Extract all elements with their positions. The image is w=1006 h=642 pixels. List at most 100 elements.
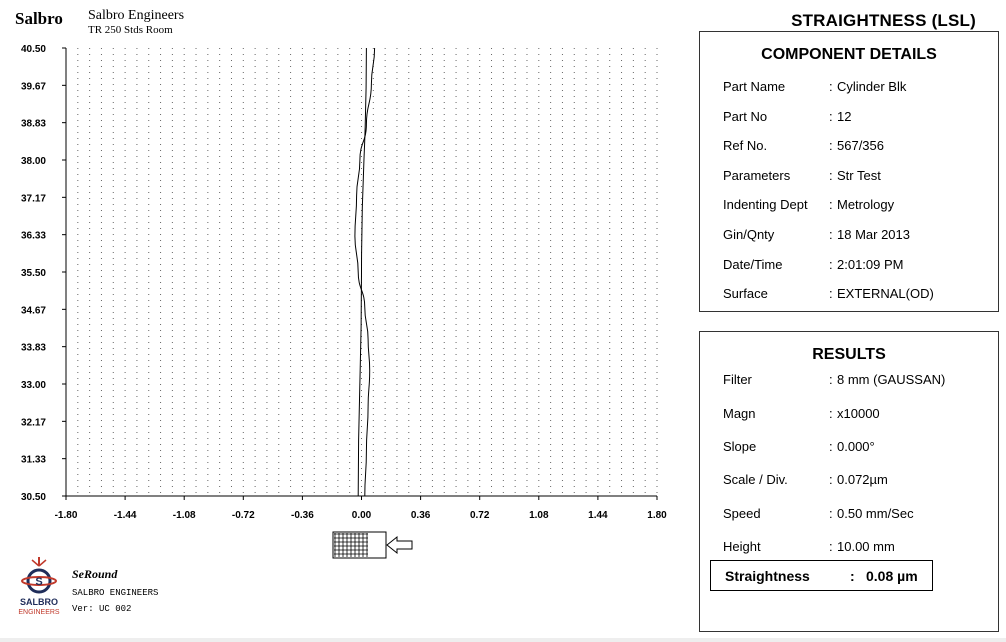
detail-separator: : <box>829 109 833 124</box>
detail-separator: : <box>829 168 833 183</box>
result-separator: : <box>829 539 833 554</box>
y-tick-label: 32.17 <box>21 417 46 428</box>
detail-value: Metrology <box>837 197 895 212</box>
result-row: Magn: x10000 <box>723 406 880 421</box>
y-tick-label: 30.50 <box>21 492 46 503</box>
detail-value: 12 <box>837 109 852 124</box>
room-name: TR 250 Stds Room <box>88 24 173 36</box>
app-version: Ver: UC 002 <box>72 604 132 614</box>
y-tick-label: 34.67 <box>21 305 46 316</box>
detail-label: Date/Time <box>723 257 783 272</box>
detail-row: Gin/Qnty:18 Mar 2013 <box>723 227 910 242</box>
salbro-logo-icon: S SALBRO ENGINEERS <box>18 557 60 616</box>
detail-value: 18 Mar 2013 <box>837 227 910 242</box>
detail-separator: : <box>829 79 833 94</box>
detail-row: Date/Time:2:01:09 PM <box>723 257 904 272</box>
detail-label: Indenting Dept <box>723 197 808 212</box>
x-tick-label: -1.80 <box>55 510 78 521</box>
x-tick-label: -0.72 <box>232 510 255 521</box>
x-tick-label: 1.80 <box>647 510 667 521</box>
detail-separator: : <box>829 138 833 153</box>
straightness-chart: 40.50 39.67 38.83 38.00 37.17 36.33 35.50 34.67… <box>21 44 667 559</box>
report-title: STRAIGHTNESS (LSL) <box>791 11 976 30</box>
straightness-value: 0.08 µm <box>866 568 918 584</box>
detail-label: Part No <box>723 109 768 124</box>
detail-row: Ref No.:567/356 <box>723 138 884 153</box>
result-value: 0.072µm <box>837 472 888 487</box>
app-name: SeRound <box>72 567 118 581</box>
component-details-title: COMPONENT DETAILS <box>761 46 937 63</box>
svg-text:S: S <box>35 576 42 588</box>
y-tick-label: 31.33 <box>21 455 46 466</box>
result-row: Scale / Div.:0.072µm <box>723 472 888 487</box>
detail-row: Indenting Dept: Metrology <box>723 197 894 212</box>
profile-trace <box>354 47 376 497</box>
result-row: Slope:0.000° <box>723 439 875 454</box>
result-separator: : <box>829 472 833 487</box>
x-tick-label: 0.72 <box>470 510 490 521</box>
result-separator: : <box>829 439 833 454</box>
result-label: Speed <box>723 506 761 521</box>
logo-subtext: ENGINEERS <box>18 609 60 616</box>
detail-value: 2:01:09 PM <box>837 257 904 272</box>
x-tick-label: 0.00 <box>352 510 372 521</box>
x-tick-label: -1.44 <box>114 510 137 521</box>
x-tick-label: -1.08 <box>173 510 196 521</box>
y-tick-label: 33.83 <box>21 343 46 354</box>
y-tick-label: 39.67 <box>21 81 46 92</box>
probe-indicator <box>332 531 413 559</box>
y-tick-label: 36.33 <box>21 231 46 242</box>
result-value: 8 mm (GAUSSAN) <box>837 372 946 387</box>
x-tick-label: 1.08 <box>529 510 549 521</box>
detail-label: Ref No. <box>723 138 768 153</box>
detail-label: Part Name <box>723 79 786 94</box>
reference-line <box>357 47 367 497</box>
y-tick-label: 35.50 <box>21 268 46 279</box>
brand-logo-text: Salbro <box>15 9 63 28</box>
results-panel: RESULTS Filter:8 mm (GAUSSAN) Magn: x1000… <box>699 331 999 632</box>
result-label: Slope <box>723 439 757 454</box>
result-label: Height <box>723 539 761 554</box>
detail-separator: : <box>829 286 833 301</box>
results-title: RESULTS <box>812 346 886 363</box>
result-value: 0.50 mm/Sec <box>837 506 914 521</box>
logo-text: SALBRO <box>20 597 58 607</box>
result-value: x10000 <box>837 406 880 421</box>
detail-value: 567/356 <box>837 138 884 153</box>
result-value: 10.00 mm <box>837 539 895 554</box>
result-separator: : <box>829 406 833 421</box>
detail-separator: : <box>829 197 833 212</box>
y-tick-label: 38.00 <box>21 156 46 167</box>
y-tick-label: 40.50 <box>21 44 46 55</box>
y-tick-label: 33.00 <box>21 380 46 391</box>
y-tick-label: 37.17 <box>21 193 46 204</box>
x-tick-label: 0.36 <box>411 510 431 521</box>
detail-value: Str Test <box>837 168 881 183</box>
footer-company: SALBRO ENGINEERS <box>72 588 159 598</box>
straightness-label: Straightness <box>725 568 810 584</box>
result-separator: : <box>829 506 833 521</box>
detail-value: Cylinder Blk <box>837 79 907 94</box>
bottom-bar <box>0 638 1006 642</box>
detail-separator: : <box>829 257 833 272</box>
detail-row: Surface: EXTERNAL(OD) <box>723 286 934 301</box>
result-row: Filter:8 mm (GAUSSAN) <box>723 372 945 387</box>
detail-row: Part No:12 <box>723 109 851 124</box>
result-separator: : <box>829 372 833 387</box>
straightness-result-box: Straightness : 0.08 µm <box>710 560 933 591</box>
company-name: Salbro Engineers <box>88 8 185 23</box>
result-row: Speed:0.50 mm/Sec <box>723 506 914 521</box>
result-label: Scale / Div. <box>723 472 788 487</box>
detail-row: Part Name: Cylinder Blk <box>723 79 906 94</box>
result-label: Filter <box>723 372 752 387</box>
result-label: Magn <box>723 406 756 421</box>
left-arrow-icon <box>386 535 413 555</box>
detail-label: Surface <box>723 286 768 301</box>
result-row: Height:10.00 mm <box>723 539 895 554</box>
straightness-separator: : <box>850 568 855 584</box>
x-tick-label: -0.36 <box>291 510 314 521</box>
detail-value: EXTERNAL(OD) <box>837 286 934 301</box>
detail-separator: : <box>829 227 833 242</box>
component-details-panel: COMPONENT DETAILS Part Name: Cylinder Blk… <box>699 31 999 312</box>
result-value: 0.000° <box>837 439 875 454</box>
